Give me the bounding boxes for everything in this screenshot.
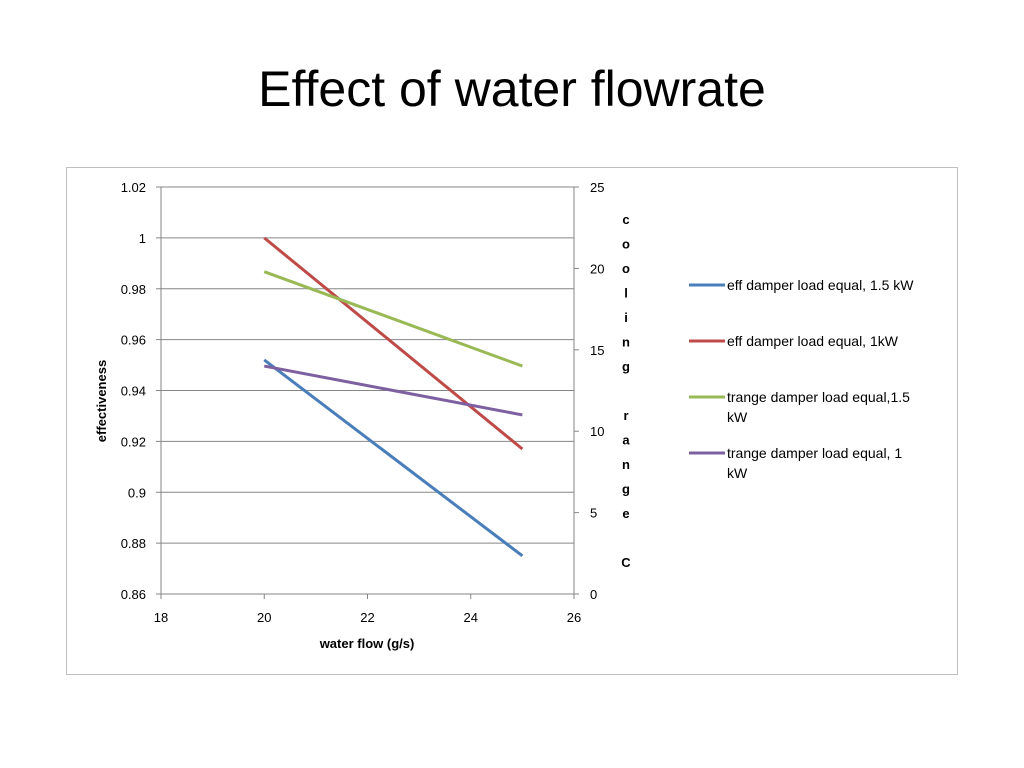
y2-axis-title-letter: g: [622, 359, 630, 374]
series-line-2: [263, 236, 524, 451]
legend-label-1: eff damper load equal, 1.5 kW: [727, 277, 914, 293]
x-axis-title: water flow (g/s): [319, 636, 415, 651]
y2-tick-label: 10: [590, 424, 604, 439]
legend-label-2: eff damper load equal, 1kW: [727, 333, 899, 349]
gridlines: [161, 186, 574, 595]
y-tick-label: 1: [139, 231, 146, 246]
legend: eff damper load equal, 1.5 kW eff damper …: [689, 277, 914, 481]
series-line-1: [263, 358, 524, 558]
y2-tick-label: 25: [590, 180, 604, 195]
y2-axis-title-letter: n: [622, 335, 630, 350]
y2-tick-label: 15: [590, 343, 604, 358]
series-line-3: [263, 270, 523, 368]
series-lines: [263, 236, 524, 558]
legend-label-3: trange damper load equal,1.5: [727, 389, 910, 405]
y2-axis-title-letter: r: [623, 408, 628, 423]
y-tick-label: 0.86: [121, 587, 146, 602]
legend-label-4: trange damper load equal, 1: [727, 445, 902, 461]
y2-axis-title-letter: n: [622, 457, 630, 472]
y2-axis-title-letter: g: [622, 482, 630, 497]
y2-axis-title-letter: e: [622, 506, 629, 521]
y-tick-label: 0.96: [121, 333, 146, 348]
y2-axis-title-letter: o: [622, 261, 630, 276]
y-axis-title: effectiveness: [94, 360, 109, 442]
axes: [156, 186, 579, 599]
y2-axis-title-letter: c: [622, 212, 629, 227]
x-tick-label: 26: [567, 610, 581, 625]
slide-title: Effect of water flowrate: [258, 61, 766, 117]
y-tick-label: 0.94: [121, 384, 146, 399]
y2-axis-title-letter: o: [622, 237, 630, 252]
x-tick-label: 22: [360, 610, 374, 625]
x-tick-label: 24: [464, 610, 478, 625]
y-tick-labels: 0.86 0.88 0.9 0.92 0.94 0.96 0.98 1 1.02: [121, 180, 146, 602]
y2-axis-title-letter: i: [624, 310, 628, 325]
y2-tick-label: 20: [590, 261, 604, 276]
chart-frame: [66, 167, 958, 675]
x-tick-label: 20: [257, 610, 271, 625]
y-tick-label: 0.98: [121, 282, 146, 297]
y2-axis-title-letter: a: [622, 433, 630, 448]
y-tick-label: 0.9: [128, 485, 146, 500]
y2-tick-labels: 0 5 10 15 20 25: [590, 180, 604, 602]
legend-label-3: kW: [727, 409, 748, 425]
y-tick-label: 0.88: [121, 536, 146, 551]
x-tick-label: 18: [154, 610, 168, 625]
x-tick-labels: 18 20 22 24 26: [154, 610, 581, 625]
series-line-4: [263, 364, 523, 417]
legend-label-4: kW: [727, 465, 748, 481]
y-tick-label: 0.92: [121, 434, 146, 449]
y2-axis-title-letter: l: [624, 286, 628, 301]
y2-axis-title-letter: C: [621, 555, 631, 570]
y-tick-label: 1.02: [121, 180, 146, 195]
y2-tick-label: 5: [590, 506, 597, 521]
y2-tick-label: 0: [590, 587, 597, 602]
